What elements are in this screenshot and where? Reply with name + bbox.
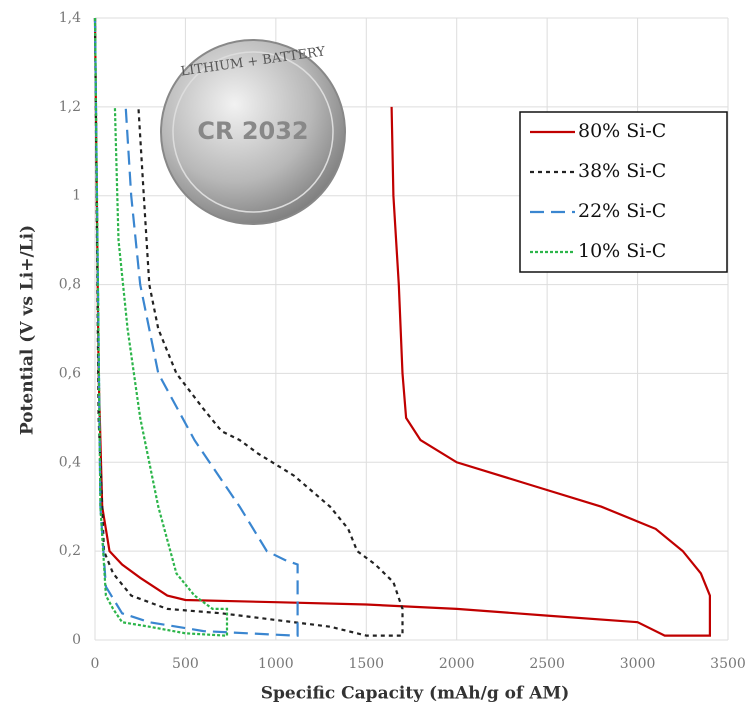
legend-label: 22% Si-C: [578, 200, 666, 222]
y-tick-label: 0,2: [59, 543, 81, 559]
legend-label: 80% Si-C: [578, 120, 666, 142]
axes: 0 0,2 0,4 0,6 0,8 1 1,2 1,4 0 500 1000 1500 2000 2500…: [59, 10, 746, 672]
x-tick-label: 1000: [258, 656, 294, 672]
y-tick-label: 1,2: [59, 99, 81, 115]
x-tick-label: 2000: [439, 656, 475, 672]
y-tick-label: 1,4: [59, 10, 81, 26]
y-tick-label: 0,4: [59, 454, 81, 470]
x-axis-title: Specific Capacity (mAh/g of AM): [261, 684, 570, 704]
chart: LITHIUM + BATTERY CR 2032 0 0,2 0,4 0,6 0,8 1…: [0, 0, 754, 710]
x-tick-label: 3500: [710, 656, 746, 672]
legend: 80% Si-C 38% Si-C 22% Si-C 10% Si-C: [520, 112, 727, 272]
legend-label: 38% Si-C: [578, 160, 666, 182]
legend-label: 10% Si-C: [578, 240, 666, 262]
x-tick-label: 1500: [348, 656, 384, 672]
y-axis-title: Potential (V vs Li+/Li): [18, 225, 38, 435]
x-tick-label: 500: [172, 656, 199, 672]
coin-label: CR 2032: [197, 117, 308, 145]
y-tick-label: 1: [72, 188, 81, 204]
y-tick-label: 0,8: [59, 277, 81, 293]
x-tick-label: 3000: [620, 656, 656, 672]
y-tick-label: 0: [72, 632, 81, 648]
x-tick-label: 0: [91, 656, 100, 672]
coin-image: LITHIUM + BATTERY CR 2032: [161, 40, 345, 224]
x-tick-label: 2500: [529, 656, 565, 672]
y-tick-label: 0,6: [59, 365, 81, 381]
